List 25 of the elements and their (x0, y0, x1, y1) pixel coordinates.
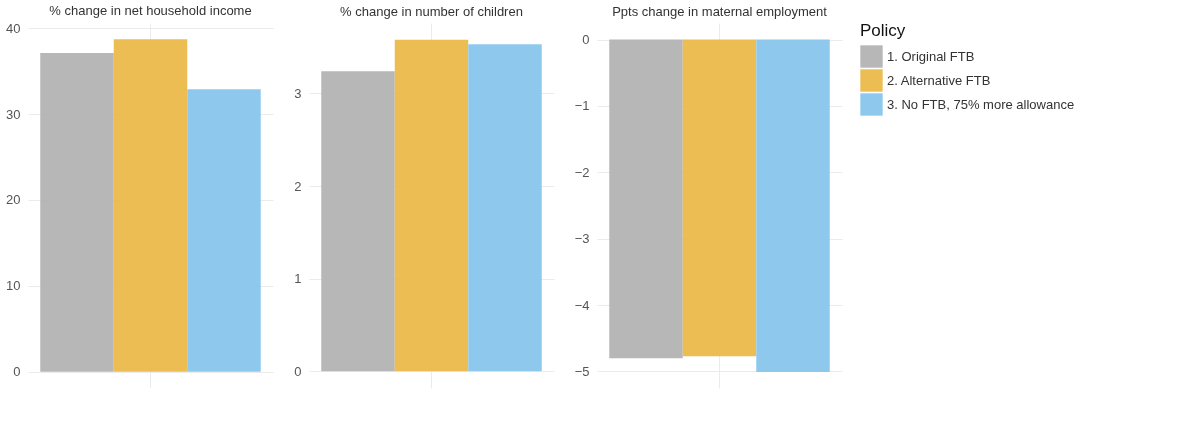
y-tick-label: −4 (574, 297, 590, 313)
legend-label: 2. Alternative FTB (887, 72, 991, 88)
y-tick-label: 0 (294, 363, 302, 379)
y-tick-label: 30 (6, 106, 21, 122)
legend-title: Policy (860, 21, 906, 40)
bar (40, 53, 114, 372)
y-tick-label: 1 (294, 271, 302, 287)
chart-title: Ppts change in maternal employment (612, 4, 828, 19)
y-tick-label: −5 (574, 363, 590, 379)
y-tick-label: −1 (574, 98, 590, 114)
chart-title: % change in number of children (340, 4, 523, 19)
y-tick-label: 10 (6, 278, 21, 294)
y-tick-label: −2 (574, 164, 590, 180)
y-tick-label: −3 (574, 231, 590, 247)
y-tick-label: 0 (582, 32, 590, 48)
bar (113, 39, 188, 372)
y-tick-label: 0 (13, 364, 21, 380)
y-tick-label: 2 (294, 178, 302, 194)
bar (187, 89, 261, 372)
y-tick-label: 3 (294, 85, 302, 101)
y-tick-label: 40 (6, 20, 21, 36)
legend-label: 3. No FTB, 75% more allowance (887, 96, 1075, 112)
chart-title: % change in net household income (49, 3, 252, 19)
y-tick-label: 20 (6, 192, 21, 208)
legend-label: 1. Original FTB (887, 48, 975, 64)
